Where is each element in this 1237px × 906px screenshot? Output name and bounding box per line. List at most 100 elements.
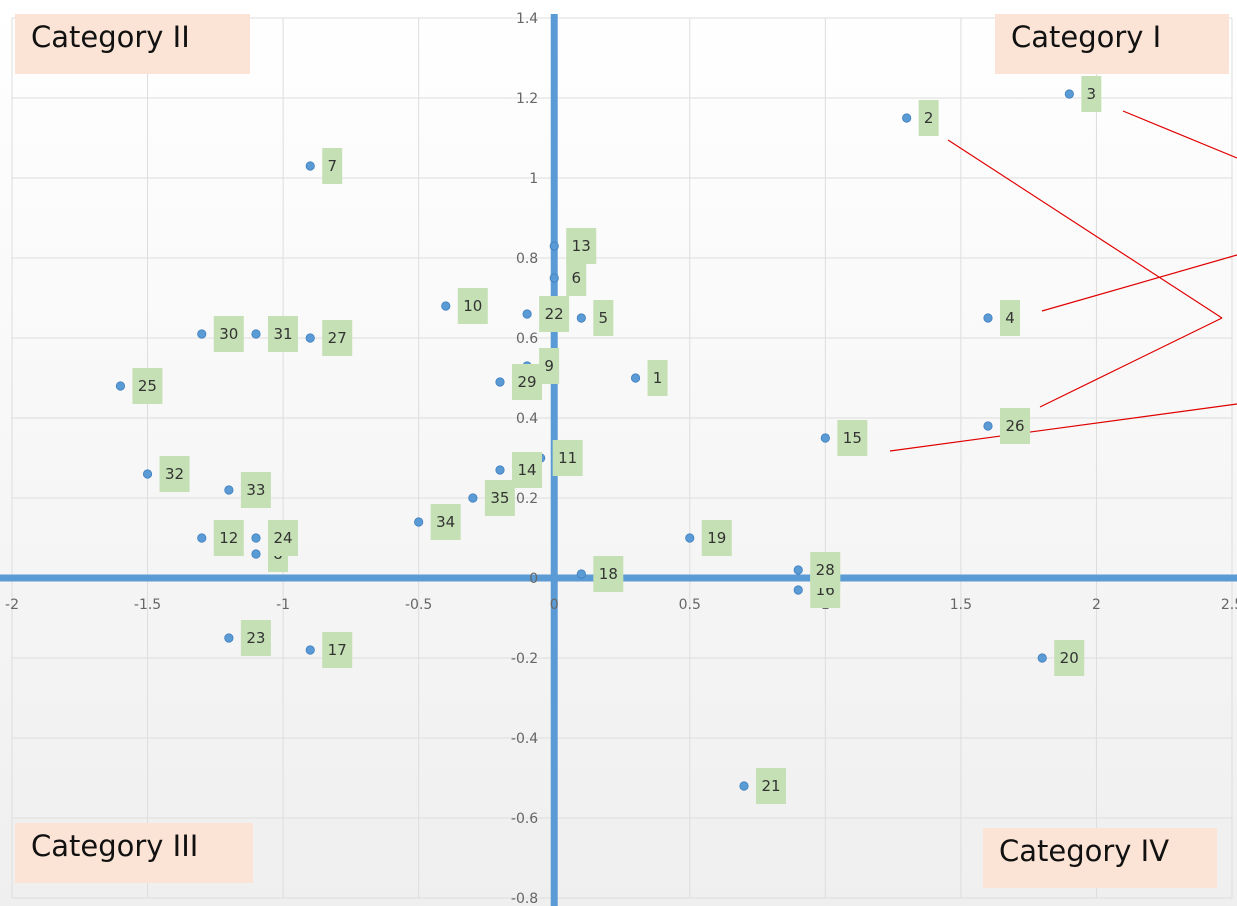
x-tick-label: 2.5 <box>1221 597 1237 613</box>
point-label: 31 <box>268 316 298 352</box>
y-tick-label: 0.2 <box>516 491 538 507</box>
point-label-bg <box>566 228 597 264</box>
y-tick-label: -0.2 <box>511 651 538 667</box>
point-label: 32 <box>159 456 190 492</box>
data-point <box>251 329 261 339</box>
point-label: 14 <box>512 452 542 488</box>
point-label-text: 28 <box>816 561 835 579</box>
point-label-text: 5 <box>599 309 609 327</box>
point-label: 33 <box>240 472 271 508</box>
point-label-bg <box>552 440 583 476</box>
point-label-text: 30 <box>219 325 238 343</box>
point-label-bg <box>457 288 488 324</box>
x-tick-label: -1.5 <box>134 597 161 613</box>
red-pointer-line <box>1122 110 1237 159</box>
data-point <box>251 549 261 559</box>
point-label-bg <box>756 768 786 804</box>
point-label: 10 <box>457 288 488 324</box>
point-label: 35 <box>484 480 515 516</box>
y-tick-label: 0 <box>529 571 538 587</box>
data-point <box>224 633 234 643</box>
point-label-bg <box>322 632 353 668</box>
red-pointer-line <box>1041 254 1237 312</box>
point-label-bg <box>539 296 570 332</box>
y-tick-label: 0.4 <box>516 411 538 427</box>
red-pointer-line <box>947 139 1223 319</box>
point-label-bg <box>593 556 624 592</box>
x-tick-label: 0 <box>550 597 559 613</box>
point-label: 34 <box>430 504 461 540</box>
x-tick-label: -0.5 <box>405 597 432 613</box>
point-label-bg <box>322 148 343 184</box>
data-point <box>1037 653 1047 663</box>
red-pointer-line <box>889 403 1237 452</box>
point-label: 20 <box>1054 640 1085 676</box>
point-label-bg <box>837 420 868 456</box>
point-label-text: 20 <box>1060 649 1079 667</box>
data-point <box>197 533 207 543</box>
point-label-bg <box>268 316 298 352</box>
data-point <box>549 273 559 283</box>
data-point <box>142 469 153 479</box>
data-point <box>685 533 695 543</box>
data-point <box>576 569 586 579</box>
point-label: 2 <box>918 100 939 136</box>
data-point <box>576 313 586 323</box>
point-label-bg <box>1000 300 1020 336</box>
point-label-bg <box>159 456 190 492</box>
red-pointer-lines <box>889 110 1237 452</box>
data-point <box>224 485 234 495</box>
y-tick-label: 1.4 <box>516 11 538 27</box>
point-label-text: 11 <box>558 449 577 467</box>
y-tick-label: 0.8 <box>516 251 538 267</box>
data-point <box>441 301 451 311</box>
point-label-text: 26 <box>1005 417 1024 435</box>
point-label: 9 <box>539 348 560 384</box>
point-label-bg <box>810 552 841 588</box>
point-label: 15 <box>837 420 868 456</box>
point-label-text: 19 <box>707 529 726 547</box>
point-labels: 1234567891011121314151617181920212223242… <box>132 76 1102 804</box>
data-points <box>115 89 1074 791</box>
data-point <box>793 585 803 595</box>
x-tick-label: 2 <box>1092 597 1101 613</box>
data-point <box>414 517 424 527</box>
point-label-bg <box>240 620 271 656</box>
data-point <box>197 329 207 339</box>
point-label-text: 27 <box>328 329 347 347</box>
point-label-bg <box>430 504 461 540</box>
point-label: 27 <box>322 320 353 356</box>
quadrant-label-i: Category I <box>995 14 1229 74</box>
data-point <box>983 421 993 431</box>
point-label-bg <box>512 364 542 400</box>
point-label-bg <box>213 316 244 352</box>
x-tick-label: -1 <box>276 597 290 613</box>
point-label-text: 12 <box>219 529 238 547</box>
data-point <box>1064 89 1074 99</box>
point-label-bg <box>647 360 668 396</box>
point-label-bg <box>539 348 560 384</box>
point-label: 12 <box>213 520 244 556</box>
point-label-text: 35 <box>490 489 509 507</box>
point-label-text: 22 <box>545 305 564 323</box>
data-point <box>549 241 559 251</box>
point-label-bg <box>1081 76 1102 112</box>
point-label-bg <box>213 520 244 556</box>
y-tick-label: 1 <box>529 171 538 187</box>
point-label-text: 31 <box>273 325 292 343</box>
point-label-bg <box>132 368 163 404</box>
point-label: 1 <box>647 360 668 396</box>
point-label-text: 32 <box>165 465 184 483</box>
y-tick-label: -0.6 <box>511 811 538 827</box>
data-point <box>305 645 315 655</box>
point-label-text: 6 <box>571 269 581 287</box>
point-label-text: 13 <box>572 237 591 255</box>
point-label: 19 <box>701 520 732 556</box>
point-label-bg <box>1000 408 1030 444</box>
data-point <box>983 313 993 323</box>
data-point <box>820 433 830 443</box>
point-label: 7 <box>322 148 343 184</box>
red-pointer-line <box>1039 317 1223 408</box>
data-point <box>495 465 505 475</box>
